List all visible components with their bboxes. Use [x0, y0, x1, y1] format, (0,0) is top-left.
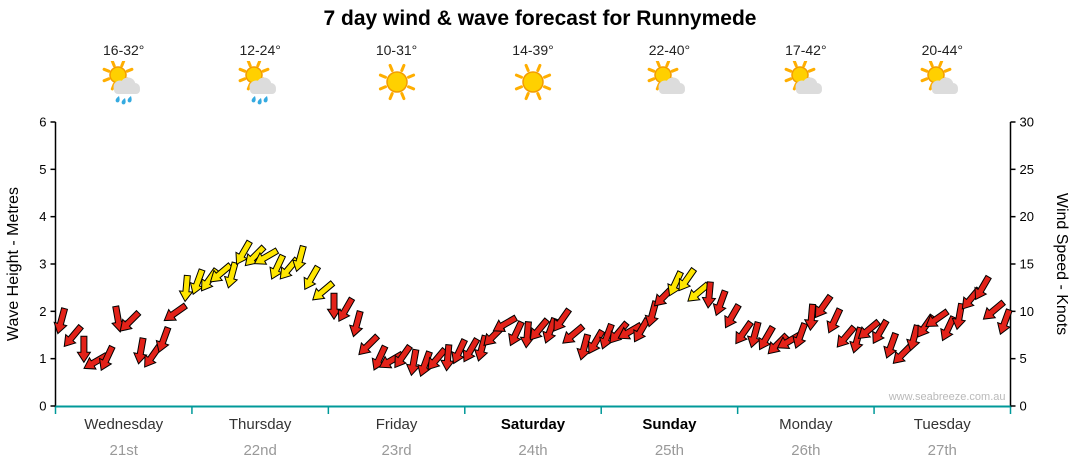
day-column: 12-24° [192, 42, 328, 107]
day-column: 10-31° [329, 42, 465, 107]
sun-cloud-icon [874, 59, 1010, 107]
sun-cloud-rain-icon [192, 59, 328, 107]
day-name: Sunday [642, 416, 697, 433]
day-temp: 22-40° [648, 42, 691, 58]
svg-text:30: 30 [1020, 115, 1034, 130]
sun-icon [465, 61, 601, 107]
sun-cloud-rain-icon [56, 59, 192, 107]
sun-cloud-icon [601, 59, 737, 107]
svg-text:2: 2 [39, 304, 46, 319]
svg-text:6: 6 [39, 115, 46, 130]
left-axis-label: Wave Height - Metres [5, 186, 22, 342]
day-column: 20-44° [874, 42, 1010, 107]
day-date: 22nd [243, 442, 277, 459]
day-date: 23rd [381, 442, 412, 459]
svg-text:15: 15 [1020, 257, 1034, 272]
day-temp: 16-32° [103, 42, 145, 58]
day-column: 22-40° [601, 42, 737, 107]
day-date: 27th [927, 442, 957, 459]
day-temp: 10-31° [375, 42, 418, 58]
svg-text:0: 0 [39, 399, 46, 414]
day-column: 17-42° [738, 42, 874, 107]
svg-text:4: 4 [39, 209, 46, 224]
day-name: Thursday [228, 416, 292, 433]
svg-text:5: 5 [1020, 351, 1027, 366]
day-date: 25th [654, 442, 685, 459]
svg-text:25: 25 [1020, 162, 1034, 177]
svg-text:3: 3 [39, 257, 46, 272]
day-temp: 14-39° [512, 42, 554, 58]
svg-text:5: 5 [39, 162, 46, 177]
day-date: 24th [518, 442, 548, 459]
sun-icon [329, 61, 465, 107]
right-axis-label: Wind Speed - Knots [1053, 192, 1070, 336]
day-name: Saturday [500, 416, 566, 433]
day-date: 21st [109, 442, 138, 459]
day-name: Tuesday [913, 416, 971, 433]
day-name: Friday [375, 416, 418, 433]
svg-text:20: 20 [1020, 209, 1034, 224]
sun-cloud-icon [738, 59, 874, 107]
svg-text:10: 10 [1020, 304, 1034, 319]
day-date: 26th [791, 442, 821, 459]
watermark: www.seabreeze.com.au [888, 391, 1006, 403]
svg-text:1: 1 [39, 351, 46, 366]
svg-text:0: 0 [1020, 399, 1027, 414]
day-column: 16-32° [56, 42, 192, 107]
day-name: Monday [779, 416, 833, 433]
day-column: 14-39° [465, 42, 601, 107]
day-temp: 20-44° [921, 42, 963, 58]
day-temp: 12-24° [239, 42, 281, 58]
day-temp: 17-42° [785, 42, 827, 58]
day-name: Wednesday [84, 416, 164, 433]
page-title: 7 day wind & wave forecast for Runnymede [323, 7, 757, 30]
